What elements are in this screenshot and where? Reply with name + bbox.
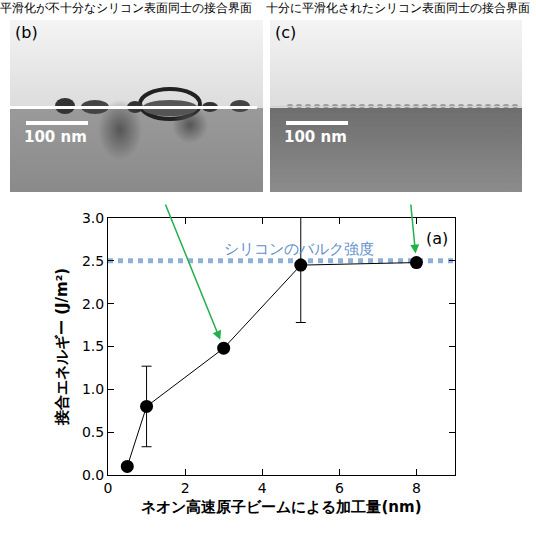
svg-text:8: 8	[412, 480, 421, 496]
svg-text:接合エネルギー (J/m²): 接合エネルギー (J/m²)	[53, 268, 71, 426]
svg-text:2: 2	[181, 480, 190, 496]
html-text:平滑化が不十分なシリコン表面同士の接合界面: 平滑化が不十分なシリコン表面同士の接合界面	[0, 1, 252, 15]
svg-text:3.0: 3.0	[82, 210, 104, 226]
html-text:十分に平滑化されたシリコン表面同士の接合界面: 十分に平滑化されたシリコン表面同士の接合界面	[266, 1, 530, 15]
svg-text:1.5: 1.5	[82, 338, 104, 354]
svg-text:2.0: 2.0	[82, 296, 104, 312]
svg-text:1.0: 1.0	[82, 381, 104, 397]
svg-text:6: 6	[335, 480, 344, 496]
svg-text:0.5: 0.5	[82, 424, 104, 440]
html-text:(c): (c)	[275, 23, 297, 42]
html-text:100 nm: 100 nm	[24, 128, 87, 146]
svg-text:4: 4	[258, 480, 267, 496]
html-text:(b): (b)	[15, 23, 38, 42]
svg-text:シリコンのバルク強度: シリコンのバルク強度	[224, 240, 374, 258]
svg-text:0.0: 0.0	[82, 467, 104, 483]
svg-text:(a): (a)	[426, 229, 448, 248]
svg-text:ネオン高速原子ビームによる加工量(nm): ネオン高速原子ビームによる加工量(nm)	[141, 498, 421, 516]
html-text:100 nm: 100 nm	[284, 128, 347, 146]
svg-text:2.5: 2.5	[82, 253, 104, 269]
svg-text:0: 0	[104, 480, 113, 496]
